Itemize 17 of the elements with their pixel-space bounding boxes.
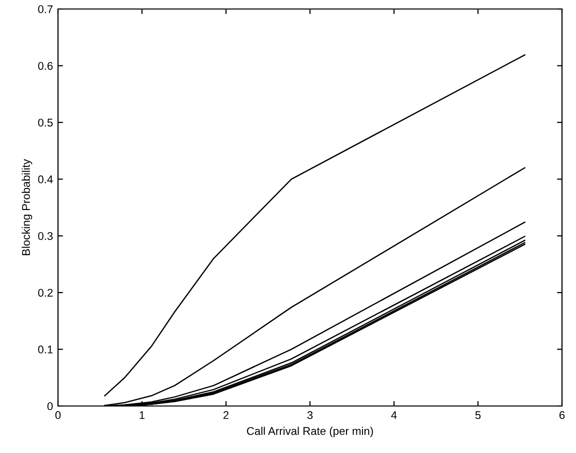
y-tick-label: 0.7 — [38, 5, 53, 14]
y-tick-label: 0.4 — [38, 175, 53, 184]
y-tick-label: 0 — [47, 402, 53, 410]
x-tick-label: 6 — [559, 411, 565, 420]
x-tick-label: 3 — [307, 411, 313, 420]
x-tick-label: 5 — [475, 411, 481, 420]
y-axis-title: Blocking Probability — [22, 159, 32, 256]
y-tick-label: 0.6 — [38, 62, 53, 70]
x-tick-label: 0 — [55, 411, 61, 420]
x-tick-label: 1 — [140, 411, 145, 419]
y-tick-label: 0.1 — [38, 346, 53, 354]
x-tick-label: 2 — [223, 411, 229, 419]
y-tick-label: 0.3 — [38, 232, 53, 240]
x-axis-title: Call Arrival Rate (per min) — [246, 426, 373, 438]
x-tick-label: 4 — [391, 411, 397, 419]
y-tick-label: 0.2 — [38, 288, 53, 297]
y-tick-label: 0.5 — [38, 118, 53, 127]
